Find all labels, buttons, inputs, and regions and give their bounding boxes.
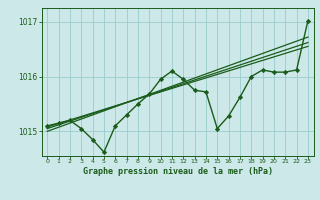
X-axis label: Graphe pression niveau de la mer (hPa): Graphe pression niveau de la mer (hPa) xyxy=(83,167,273,176)
